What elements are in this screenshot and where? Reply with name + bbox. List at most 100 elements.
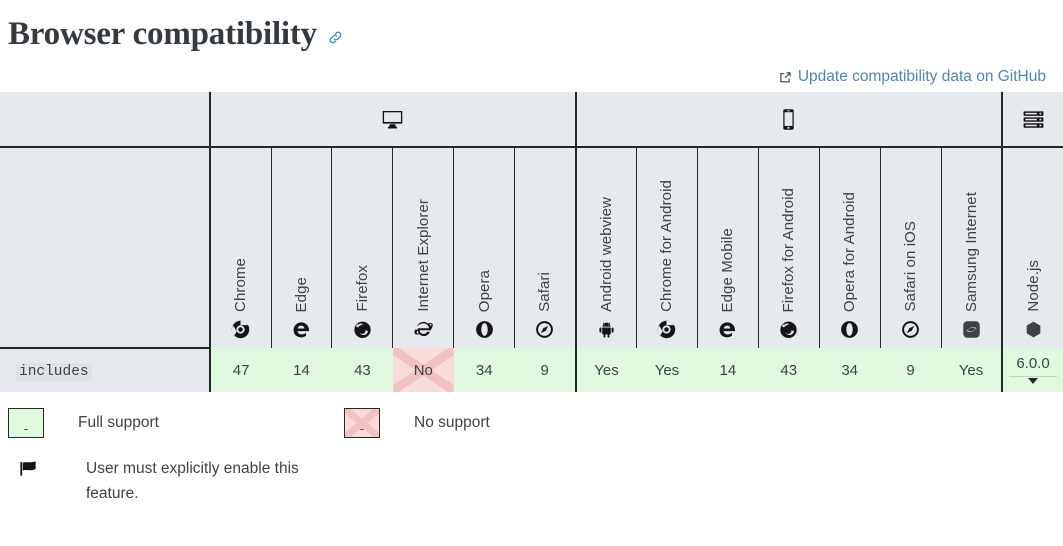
browser-name-label: Internet Explorer [414, 199, 432, 312]
support-cell-internet-explorer[interactable]: No [392, 348, 454, 392]
github-update-row: Update compatibility data on GitHub [0, 54, 1063, 92]
browser-column-opera-for-android: Opera for Android [819, 147, 881, 348]
browser-column-edge: Edge [271, 147, 333, 348]
samsung-internet-logo-icon [962, 318, 981, 340]
legend-note-text: User must explicitly enable this feature… [86, 460, 299, 502]
swatch-dash: - [359, 421, 365, 436]
browser-name-label: Android webview [597, 197, 615, 312]
platform-group-server [1002, 92, 1063, 148]
browser-name-label: Safari on iOS [902, 221, 920, 312]
browser-column-android-webview: Android webview [575, 147, 637, 348]
support-cell-opera[interactable]: 34 [453, 348, 515, 392]
browser-name-label: Firefox for Android [780, 187, 798, 312]
legend-item-no-support: - No support [344, 408, 490, 438]
legend-label: Full support [78, 414, 159, 431]
browser-column-firefox-for-android: Firefox for Android [758, 147, 820, 348]
browser-name-label: Opera for Android [841, 191, 859, 312]
support-cell-chrome-for-android[interactable]: Yes [636, 348, 698, 392]
browser-column-chrome: Chrome [210, 147, 272, 348]
browser-column-internet-explorer: Internet Explorer [392, 147, 455, 348]
safari-logo-icon [901, 318, 920, 340]
support-cell-opera-for-android[interactable]: 34 [819, 348, 881, 392]
desktop-monitor-icon [211, 92, 574, 146]
server-icon [1003, 92, 1063, 146]
support-cell-android-webview[interactable]: Yes [575, 348, 637, 392]
browser-name-label: Chrome [232, 258, 250, 312]
table-row: includes 47 14 43 No 34 9 Yes [0, 348, 1063, 392]
support-cell-edge[interactable]: 14 [271, 348, 332, 392]
browser-name-label: Node.js [1024, 260, 1042, 312]
support-cell-nodejs[interactable]: 6.0.0 [1002, 348, 1063, 392]
legend-item-full-support: - Full support [8, 408, 344, 438]
page-header: Browser compatibility [0, 0, 1063, 54]
browser-header-corner [0, 147, 212, 349]
support-value: Yes [654, 361, 680, 379]
platform-header-row [0, 92, 1063, 148]
support-value: No [413, 361, 433, 379]
support-value: 43 [354, 361, 371, 379]
browser-column-nodejs: Node.js [1002, 147, 1063, 348]
support-value: 14 [719, 361, 737, 379]
browser-name-label: Samsung Internet [962, 191, 980, 312]
legend-row: - Full support - No support [8, 408, 1063, 438]
support-cell-chrome[interactable]: 47 [210, 348, 272, 392]
corner-cell [0, 92, 212, 148]
opera-logo-icon [475, 318, 494, 340]
support-value: Yes [958, 361, 984, 379]
edge-logo-icon [292, 318, 311, 340]
opera-logo-icon [840, 318, 859, 340]
browser-name-label: Firefox [353, 265, 371, 312]
support-value: 9 [906, 361, 915, 379]
browser-name-label: Edge [293, 276, 310, 312]
android-logo-icon [597, 318, 616, 340]
browser-name-label: Chrome for Android [658, 180, 676, 312]
legend-note: User must explicitly enable this feature… [8, 456, 1063, 506]
nodejs-logo-icon [1024, 318, 1043, 340]
support-value: 34 [841, 361, 858, 379]
flag-icon [16, 456, 52, 480]
support-value: Yes [594, 361, 619, 379]
update-compatibility-data-link[interactable]: Update compatibility data on GitHub [779, 68, 1046, 86]
browser-column-samsung-internet: Samsung Internet [941, 147, 1004, 348]
browser-compatibility-table: Chrome Edge [0, 92, 1063, 392]
support-cell-safari-on-ios[interactable]: 9 [880, 348, 942, 392]
browser-name-label: Safari [536, 272, 554, 312]
swatch-dash: - [23, 421, 29, 436]
browser-name-label: Opera [475, 269, 493, 312]
browser-header-row: Chrome Edge [0, 147, 1063, 349]
browser-column-opera: Opera [453, 147, 516, 348]
browser-column-edge-mobile: Edge Mobile [697, 147, 759, 348]
support-value: 9 [540, 361, 549, 379]
browser-column-safari: Safari [514, 147, 577, 348]
support-value: 47 [232, 361, 250, 379]
support-cell-firefox[interactable]: 43 [331, 348, 393, 392]
feature-name-cell: includes [0, 348, 212, 392]
edge-logo-icon [718, 318, 737, 340]
support-value: 14 [293, 361, 310, 379]
browser-column-safari-on-ios: Safari on iOS [880, 147, 942, 348]
update-link-label: Update compatibility data on GitHub [797, 68, 1046, 85]
mobile-phone-icon [577, 92, 1001, 146]
link-icon[interactable] [327, 23, 344, 46]
firefox-logo-icon [779, 318, 798, 340]
support-value: 6.0.0 [1016, 355, 1050, 372]
support-cell-samsung-internet[interactable]: Yes [941, 348, 1004, 392]
internet-explorer-logo-icon [414, 318, 433, 340]
legend-label: No support [414, 414, 490, 431]
browser-column-chrome-for-android: Chrome for Android [636, 147, 698, 348]
support-cell-edge-mobile[interactable]: 14 [697, 348, 759, 392]
platform-group-mobile [575, 92, 1004, 148]
browser-column-firefox: Firefox [331, 147, 394, 348]
support-cell-firefox-for-android[interactable]: 43 [758, 348, 820, 392]
support-cell-safari[interactable]: 9 [514, 348, 577, 392]
chrome-logo-icon [657, 318, 676, 340]
full-support-swatch: - [8, 408, 44, 438]
chevron-down-icon[interactable] [1028, 378, 1038, 384]
safari-logo-icon [535, 318, 554, 340]
cell-divider [1009, 376, 1057, 377]
support-value: 34 [475, 361, 493, 379]
support-value: 43 [780, 361, 798, 379]
external-link-icon [779, 71, 792, 84]
firefox-logo-icon [353, 318, 372, 340]
page-title: Browser compatibility [8, 16, 317, 52]
